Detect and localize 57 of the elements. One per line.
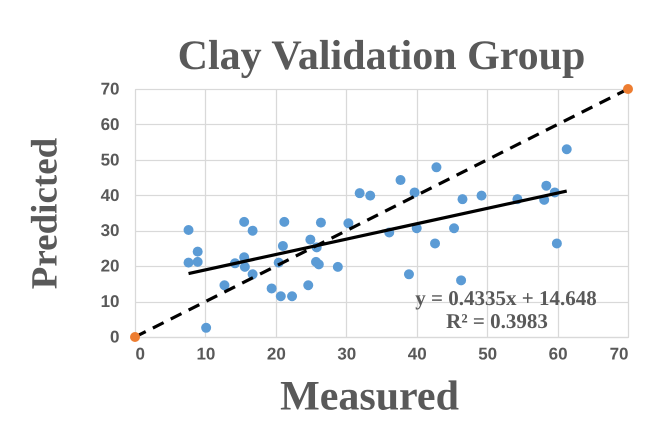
x-tick-label: 70 bbox=[610, 344, 628, 364]
point bbox=[316, 218, 326, 228]
point bbox=[192, 246, 203, 257]
point bbox=[266, 283, 277, 294]
point bbox=[552, 238, 562, 248]
x-tick-label: 50 bbox=[478, 344, 498, 364]
point bbox=[201, 322, 212, 333]
x-tick-label: 10 bbox=[196, 344, 216, 364]
point bbox=[314, 259, 324, 270]
point bbox=[279, 216, 290, 227]
point bbox=[562, 144, 572, 154]
point bbox=[343, 218, 354, 228]
x-tick-label: 20 bbox=[266, 344, 286, 364]
point bbox=[240, 262, 250, 272]
y-tick-label: 20 bbox=[100, 256, 120, 276]
point bbox=[219, 280, 230, 290]
point bbox=[410, 187, 420, 198]
x-tick-label: 0 bbox=[136, 344, 145, 364]
point bbox=[457, 194, 468, 204]
x-tick-label: 30 bbox=[337, 344, 356, 364]
annotation: y = 0.4335x + 14.648 bbox=[415, 286, 597, 310]
point bbox=[456, 275, 466, 286]
point bbox=[396, 175, 406, 186]
point bbox=[354, 188, 365, 198]
annotation: R² = 0.3983 bbox=[446, 309, 548, 333]
point bbox=[303, 280, 314, 290]
point bbox=[623, 84, 633, 94]
x-axis-title: Measured bbox=[280, 374, 459, 420]
point bbox=[449, 223, 460, 234]
point bbox=[332, 262, 343, 272]
y-tick-label: 10 bbox=[100, 292, 120, 312]
point bbox=[287, 291, 298, 302]
point bbox=[365, 190, 376, 201]
point bbox=[305, 234, 316, 245]
point bbox=[476, 190, 487, 201]
y-tick-label: 30 bbox=[100, 221, 120, 240]
y-tick-label: 50 bbox=[100, 150, 120, 170]
x-tick-label: 40 bbox=[408, 344, 427, 364]
point bbox=[541, 180, 552, 191]
point bbox=[276, 291, 286, 302]
point bbox=[248, 226, 258, 236]
point bbox=[184, 225, 194, 235]
y-tick-label: 70 bbox=[100, 80, 120, 98]
y-tick-label: 40 bbox=[100, 186, 120, 205]
y-axis-title: Predicted bbox=[24, 137, 66, 290]
chart-title: Clay Validation Group bbox=[178, 33, 586, 79]
point bbox=[184, 258, 194, 268]
point bbox=[130, 332, 140, 342]
point bbox=[430, 238, 440, 248]
point bbox=[278, 240, 288, 251]
point bbox=[192, 256, 203, 267]
x-tick-label: 60 bbox=[548, 344, 568, 364]
point bbox=[239, 216, 250, 227]
y-tick-label: 0 bbox=[110, 328, 120, 346]
point bbox=[404, 269, 414, 280]
point bbox=[431, 162, 442, 172]
y-tick-label: 60 bbox=[100, 114, 120, 134]
